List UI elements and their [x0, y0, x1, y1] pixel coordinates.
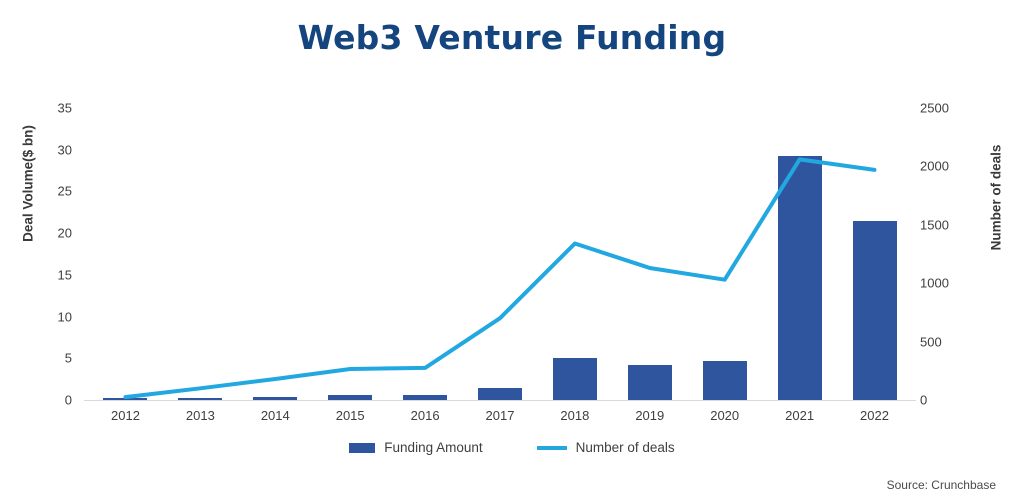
- legend-label-funding-amount: Funding Amount: [384, 440, 483, 455]
- plot-area: [88, 108, 912, 400]
- y-axis-right-tick: 2000: [920, 158, 949, 174]
- y-axis-left-tick: 35: [57, 100, 72, 116]
- bar-2022: [852, 221, 897, 400]
- legend-item-funding-amount[interactable]: Funding Amount: [349, 440, 483, 455]
- bar-2013: [178, 398, 223, 400]
- y-axis-left-tick: 0: [64, 392, 72, 408]
- legend-line-swatch-icon: [536, 445, 567, 450]
- bar-2018: [552, 358, 597, 400]
- x-axis-tick-2017: 2017: [485, 408, 515, 423]
- x-axis-tick-2015: 2015: [335, 408, 365, 423]
- y-axis-left-tick: 5: [64, 350, 72, 366]
- y-axis-right-tick: 500: [920, 334, 942, 350]
- bar-2016: [403, 395, 448, 400]
- bar-2015: [328, 395, 373, 400]
- bar-2017: [478, 388, 522, 400]
- y-axis-left-tick: 15: [57, 267, 72, 283]
- chart-legend: Funding Amount Number of deals: [0, 440, 1024, 455]
- chart-title: Web3 Venture Funding: [297, 18, 727, 57]
- y-axis-left-tick: 20: [57, 225, 72, 241]
- bar-2020: [702, 360, 747, 400]
- y-axis-left-tick: 30: [57, 142, 72, 158]
- legend-label-number-of-deals: Number of deals: [575, 440, 675, 455]
- x-axis-tick-2021: 2021: [785, 408, 815, 423]
- y-axis-left-tick: 25: [57, 183, 72, 199]
- legend-item-number-of-deals[interactable]: Number of deals: [536, 440, 675, 455]
- x-axis-tick-2018: 2018: [560, 408, 590, 423]
- y-axis-right-tick: 2500: [920, 100, 949, 116]
- x-axis-baseline: [84, 400, 916, 401]
- x-axis-tick-2014: 2014: [260, 408, 290, 423]
- line-series-number-of-deals: [123, 157, 877, 400]
- x-axis-tick-2019: 2019: [635, 408, 665, 423]
- deals-line-path: [123, 157, 877, 400]
- x-axis-tick-2016: 2016: [410, 408, 440, 423]
- x-axis-tick-2012: 2012: [111, 408, 140, 423]
- x-axis-tick-2022: 2022: [860, 408, 889, 423]
- y-axis-right-tick: 1500: [920, 217, 949, 233]
- bar-2019: [627, 364, 672, 400]
- x-axis-tick-2013: 2013: [185, 408, 215, 423]
- source-note: Source: Crunchbase: [886, 478, 996, 492]
- bar-2021: [777, 156, 822, 400]
- y-axis-right-tick: 1000: [920, 275, 949, 291]
- bar-2014: [253, 396, 298, 400]
- y-axis-left-tick: 10: [57, 309, 72, 324]
- y-axis-right-label: Number of deals: [988, 144, 1004, 251]
- x-axis-tick-2020: 2020: [710, 408, 740, 423]
- legend-bar-swatch-icon: [349, 442, 376, 453]
- y-axis-right-tick: 0: [920, 392, 928, 408]
